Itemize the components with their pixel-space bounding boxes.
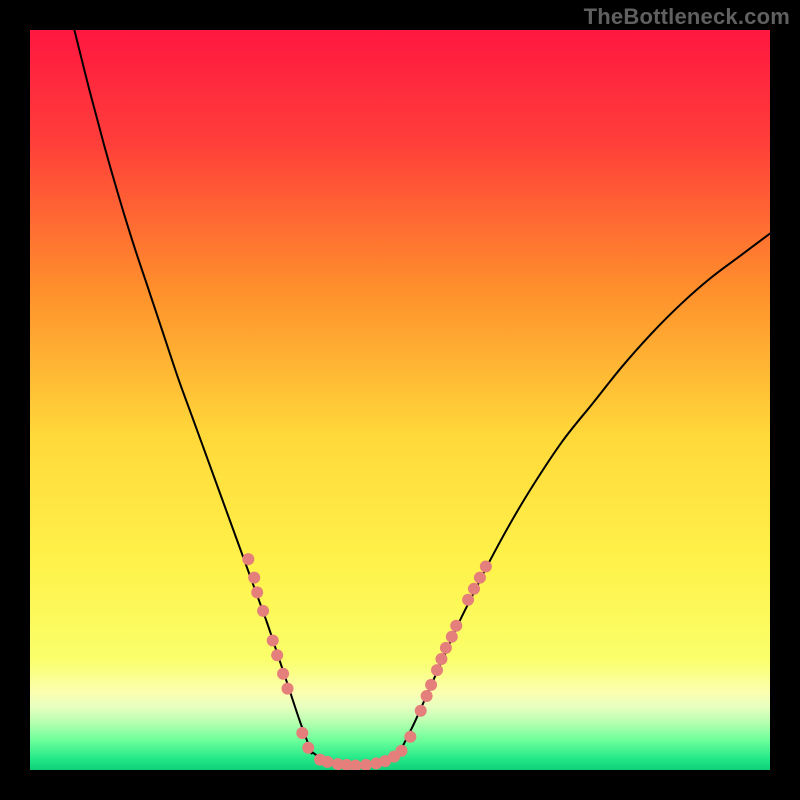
data-marker [404, 731, 416, 743]
data-marker [446, 631, 458, 643]
data-marker [468, 583, 480, 595]
gradient-background [30, 30, 770, 770]
bottleneck-chart [30, 30, 770, 770]
data-marker [277, 668, 289, 680]
watermark-text: TheBottleneck.com [584, 4, 790, 30]
data-marker [248, 572, 260, 584]
data-marker [395, 745, 407, 757]
data-marker [296, 727, 308, 739]
data-marker [435, 653, 447, 665]
data-marker [450, 620, 462, 632]
data-marker [480, 561, 492, 573]
data-marker [302, 742, 314, 754]
data-marker [440, 642, 452, 654]
data-marker [425, 679, 437, 691]
data-marker [462, 594, 474, 606]
stage: TheBottleneck.com [0, 0, 800, 800]
data-marker [271, 649, 283, 661]
data-marker [421, 690, 433, 702]
data-marker [415, 705, 427, 717]
data-marker [242, 553, 254, 565]
data-marker [474, 572, 486, 584]
data-marker [251, 586, 263, 598]
data-marker [321, 756, 333, 768]
data-marker [431, 664, 443, 676]
data-marker [267, 635, 279, 647]
data-marker [282, 683, 294, 695]
data-marker [257, 605, 269, 617]
